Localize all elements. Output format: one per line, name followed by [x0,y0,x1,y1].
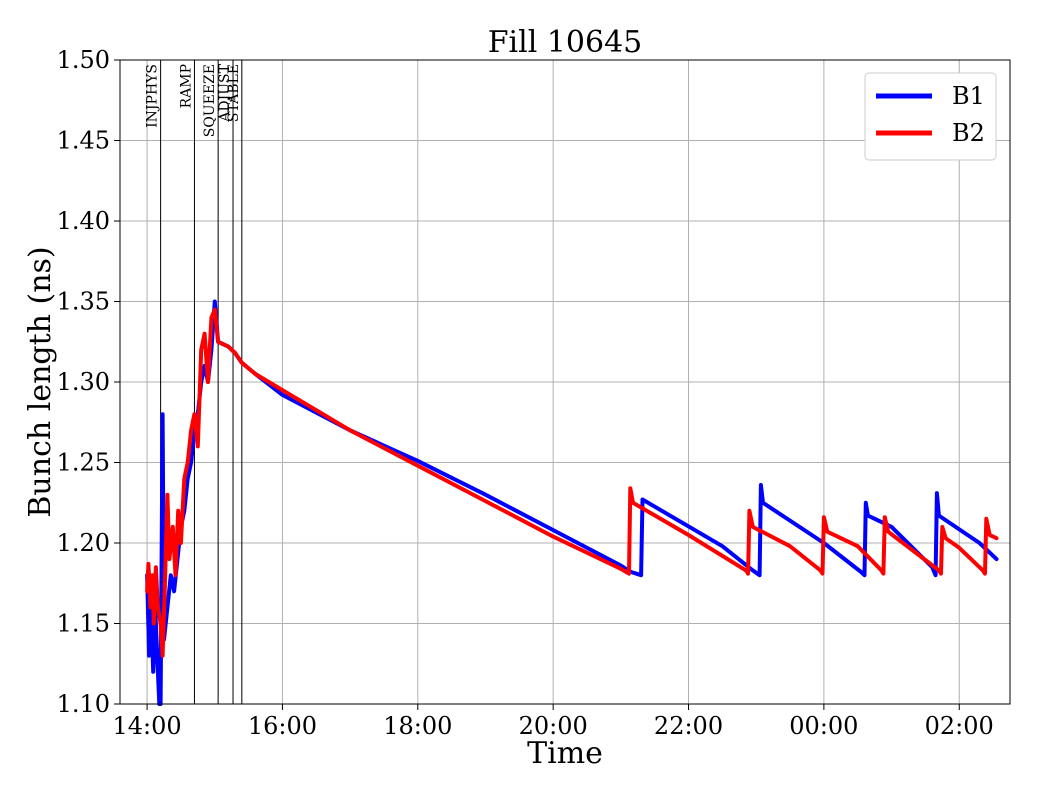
series-line-b2 [145,307,999,658]
chart-title: Fill 10645 [488,25,643,60]
y-tick-label: 1.30 [57,368,110,396]
phase-label-injphys: INJPHYS [145,64,161,128]
y-tick-label: 1.35 [57,288,110,316]
legend: B1 B2 [864,72,997,161]
y-tick-label: 1.45 [57,127,110,155]
x-tick-label: 00:00 [789,712,858,740]
x-tick-label: 18:00 [383,712,452,740]
y-axis-title: Bunch length (ns) [23,246,58,517]
y-tick-label: 1.15 [57,610,110,638]
phase-label-adjust: ADJUST [217,63,233,122]
phase-label-stable: STABLE [226,64,242,122]
y-tick-label: 1.40 [57,207,110,235]
legend-label-b1: B1 [952,82,985,110]
y-tick-label: 1.10 [57,690,110,718]
x-tick-label: 20:00 [519,712,588,740]
phase-label-squeeze: SQUEEZE [202,64,218,137]
x-tick-label: 02:00 [925,712,994,740]
series-layer [145,299,999,706]
y-tick-label: 1.50 [57,46,110,74]
x-tick-label: 22:00 [654,712,723,740]
phase-label-ramp: RAMP [178,64,194,108]
legend-label-b2: B2 [952,119,985,147]
y-axis-ticks: 1.10 1.15 1.20 1.25 1.30 1.35 1.40 1.45 1.50 [57,46,120,718]
y-tick-label: 1.25 [57,449,110,477]
y-tick-label: 1.20 [57,529,110,557]
series-line-b1 [145,299,999,706]
x-tick-label: 14:00 [112,712,181,740]
x-tick-label: 16:00 [248,712,317,740]
x-axis-ticks: 14:00 16:00 18:00 20:00 22:00 00:00 02:00 [112,704,994,740]
x-axis-title: Time [527,736,603,771]
